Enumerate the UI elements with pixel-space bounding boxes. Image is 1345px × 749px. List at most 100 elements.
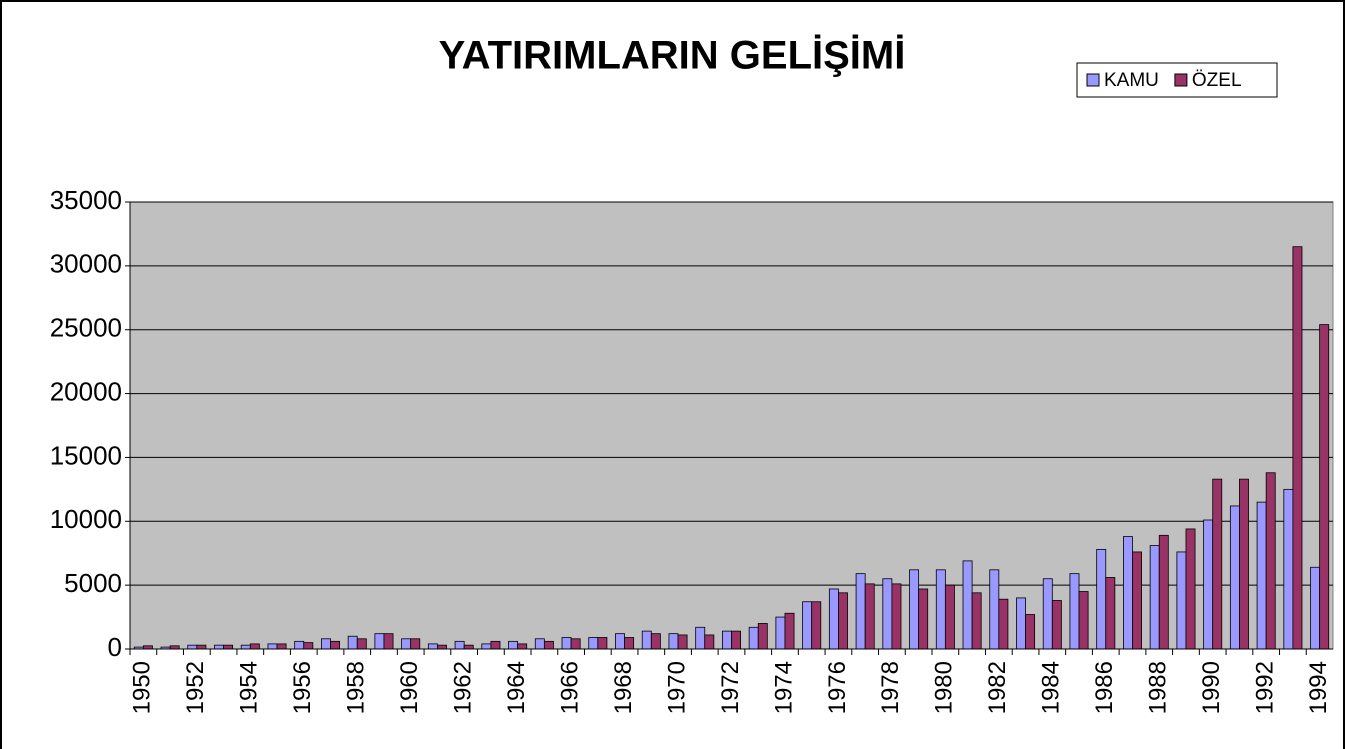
bar — [998, 598, 1009, 650]
bar — [855, 573, 866, 650]
x-tick-label: 1978 — [877, 661, 904, 714]
bar — [321, 638, 331, 650]
bar — [1185, 528, 1196, 650]
bar — [196, 644, 207, 650]
bar — [757, 623, 768, 650]
bar — [1025, 614, 1036, 650]
bar — [1310, 566, 1321, 650]
bar — [223, 644, 234, 650]
bar — [748, 626, 759, 650]
bar — [294, 640, 305, 650]
bar — [249, 643, 260, 650]
bar — [918, 588, 929, 650]
bar — [891, 583, 902, 650]
bar — [303, 642, 314, 650]
bar — [1229, 505, 1240, 650]
bar — [356, 638, 367, 650]
bar — [1016, 597, 1026, 650]
x-tick-label: 1950 — [129, 661, 156, 714]
bar — [722, 630, 732, 650]
legend-swatch — [1174, 73, 1188, 87]
x-tick-label: 1974 — [770, 661, 797, 714]
bar — [882, 578, 893, 650]
y-tick-label: 25000 — [50, 313, 122, 343]
bar — [935, 569, 946, 650]
x-tick-label: 1952 — [182, 661, 209, 714]
bar — [427, 643, 438, 650]
bar — [347, 635, 358, 650]
bar — [490, 640, 501, 650]
x-tick-label: 1982 — [984, 661, 1011, 714]
bar — [668, 633, 679, 650]
bar — [1203, 519, 1214, 650]
y-tick-label: 20000 — [50, 376, 122, 406]
bar — [240, 644, 251, 650]
x-tick-label: 1994 — [1305, 661, 1332, 714]
bar — [1158, 534, 1169, 650]
bar — [695, 626, 706, 650]
bar — [1042, 578, 1053, 650]
bar — [1078, 591, 1089, 650]
bar — [864, 583, 875, 650]
bar — [962, 560, 973, 650]
bar — [828, 588, 839, 650]
bar — [534, 638, 545, 650]
bar — [276, 643, 287, 650]
bar — [971, 592, 982, 650]
x-tick-label: 1986 — [1091, 661, 1118, 714]
bar — [1123, 536, 1133, 650]
bar — [1096, 548, 1107, 650]
y-tick-label: 10000 — [50, 504, 122, 534]
y-tick-label: 30000 — [50, 249, 122, 279]
bar — [383, 633, 394, 650]
bar — [1292, 246, 1303, 650]
bar — [641, 630, 652, 650]
bar — [543, 640, 554, 650]
bar — [1265, 472, 1276, 650]
x-tick-label: 1990 — [1198, 661, 1225, 714]
bar — [1212, 478, 1223, 650]
bar — [677, 634, 688, 650]
bar — [909, 569, 920, 650]
bar — [187, 644, 198, 650]
x-tick-label: 1956 — [289, 661, 316, 714]
x-tick-label: 1968 — [610, 661, 637, 714]
x-tick-label: 1954 — [236, 661, 263, 714]
legend-swatch — [1086, 73, 1100, 87]
bar — [989, 569, 1000, 650]
bar — [481, 643, 492, 650]
bar — [1256, 501, 1267, 650]
bar — [650, 633, 661, 650]
bar — [517, 643, 528, 650]
y-tick-label: 35000 — [50, 185, 122, 215]
bar — [802, 601, 813, 650]
bar — [410, 638, 421, 650]
bar — [588, 637, 599, 650]
bar — [615, 633, 625, 650]
legend-label: KAMU — [1104, 70, 1159, 91]
bar — [784, 612, 795, 650]
y-tick-label: 15000 — [50, 440, 122, 470]
bar — [374, 633, 385, 650]
bar — [944, 584, 955, 650]
x-tick-label: 1976 — [824, 661, 851, 714]
bar — [731, 630, 741, 650]
bar — [401, 638, 412, 650]
bar — [1239, 478, 1249, 650]
bar — [1283, 488, 1294, 650]
x-tick-label: 1980 — [931, 661, 958, 714]
bar — [330, 640, 340, 650]
x-tick-label: 1970 — [663, 661, 690, 714]
x-tick-label: 1966 — [556, 661, 583, 714]
bar — [597, 637, 608, 650]
y-tick-label: 0 — [108, 632, 122, 662]
bar — [570, 638, 581, 650]
bar — [1319, 324, 1330, 650]
bar — [1105, 577, 1116, 650]
x-tick-label: 1964 — [503, 661, 530, 714]
bar — [508, 640, 519, 650]
bar — [775, 616, 786, 650]
x-tick-label: 1962 — [450, 661, 477, 714]
legend-label: ÖZEL — [1192, 70, 1242, 91]
bar — [1051, 600, 1062, 650]
